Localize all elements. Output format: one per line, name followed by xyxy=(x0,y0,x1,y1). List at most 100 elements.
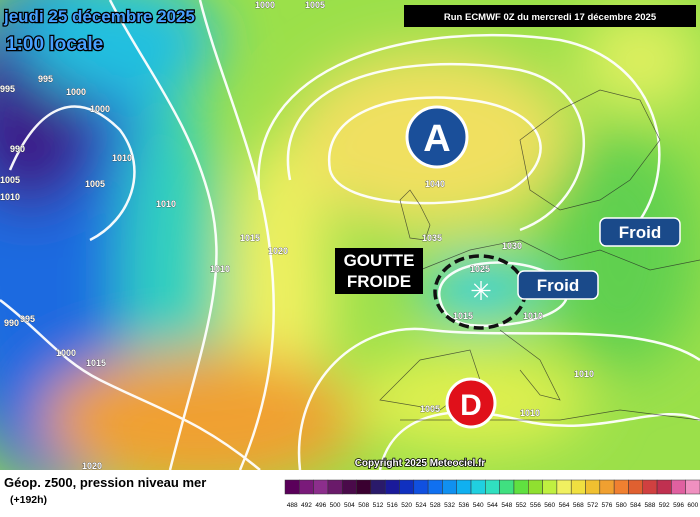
legend-swatch xyxy=(413,479,429,495)
legend-value: 504 xyxy=(344,502,355,509)
cold-drop-line: FROIDE xyxy=(347,272,411,291)
legend-swatch xyxy=(585,479,601,495)
legend-value: 600 xyxy=(687,502,698,509)
legend-value: 560 xyxy=(544,502,555,509)
legend-swatch xyxy=(313,479,329,495)
isobar-label: 995 xyxy=(38,74,53,84)
legend-value: 532 xyxy=(444,502,455,509)
legend-swatch xyxy=(671,479,686,495)
legend-value: 536 xyxy=(458,502,469,509)
isobar-label: 1040 xyxy=(425,179,445,189)
legend-swatch xyxy=(528,479,543,495)
isobar-label: 1000 xyxy=(90,104,110,114)
isobar-label: 1000 xyxy=(66,87,86,97)
legend-swatch xyxy=(570,479,586,495)
legend-value: 596 xyxy=(673,502,684,509)
isobar-label: 1005 xyxy=(420,404,440,414)
low-label: D xyxy=(460,389,482,422)
legend-value: 544 xyxy=(487,502,498,509)
legend-value: 556 xyxy=(530,502,541,509)
map: ✳ xyxy=(0,0,700,470)
legend-subtitle: (+192h) xyxy=(10,494,47,506)
legend-value: 548 xyxy=(501,502,512,509)
legend-value: 520 xyxy=(401,502,412,509)
legend-swatch xyxy=(456,479,472,495)
isobar-label: 1005 xyxy=(85,179,105,189)
time: 1:00 locale xyxy=(6,34,103,55)
legend-value: 576 xyxy=(602,502,613,509)
isobar-label: 1010 xyxy=(523,311,543,321)
legend-swatch xyxy=(599,479,615,495)
cold-drop-line: GOUTTE xyxy=(344,251,415,270)
legend-swatch xyxy=(427,479,443,495)
legend-value: 512 xyxy=(373,502,384,509)
isobar-label: 1010 xyxy=(574,369,594,379)
isobar-label: 1015 xyxy=(86,358,106,368)
legend-swatch xyxy=(513,479,529,495)
legend-value: 508 xyxy=(358,502,369,509)
legend-value: 488 xyxy=(287,502,298,509)
isobar-label: 1020 xyxy=(268,246,288,256)
isobar-label: 1005 xyxy=(0,175,20,185)
isobar-label: 1015 xyxy=(453,311,473,321)
legend-swatch xyxy=(556,479,572,495)
legend-value: 528 xyxy=(430,502,441,509)
legend-swatch xyxy=(299,479,314,495)
legend-value: 568 xyxy=(573,502,584,509)
isobar-label: 1010 xyxy=(112,153,132,163)
legend-swatch xyxy=(284,479,300,495)
legend-value: 584 xyxy=(630,502,641,509)
cold-label-box xyxy=(599,217,681,247)
isobar-label: 1000 xyxy=(255,0,275,10)
legend-value: 592 xyxy=(659,502,670,509)
isobar-label: 1025 xyxy=(470,264,490,274)
isobar-label: 1005 xyxy=(305,0,325,10)
legend-swatch xyxy=(613,479,629,495)
legend-value: 572 xyxy=(587,502,598,509)
high-marker xyxy=(405,105,469,169)
date: jeudi 25 décembre 2025 xyxy=(3,7,195,26)
isobar-label: 1010 xyxy=(156,199,176,209)
isobar-label: 995 xyxy=(0,84,15,94)
isobar-label: 990 xyxy=(10,144,25,154)
isobar-label: 1010 xyxy=(0,192,20,202)
isobar-label: 1010 xyxy=(520,408,540,418)
legend-swatch xyxy=(370,479,386,495)
isobar-label: 1030 xyxy=(502,241,522,251)
isobar-label: 995 xyxy=(20,314,35,324)
isobar-label: 1015 xyxy=(240,233,260,243)
snowflake-icon: ✳ xyxy=(470,276,492,306)
cold-label-box xyxy=(517,270,599,300)
high-label: A xyxy=(423,118,450,160)
legend-swatch xyxy=(384,479,400,495)
legend-title: Géop. z500, pression niveau mer xyxy=(4,475,206,490)
isobar-label: 1020 xyxy=(82,461,102,471)
legend-swatch xyxy=(685,479,700,495)
legend-swatch xyxy=(642,479,658,495)
legend-swatch xyxy=(341,479,357,495)
legend-swatch xyxy=(628,479,644,495)
run-box xyxy=(404,5,696,27)
legend-value: 552 xyxy=(516,502,527,509)
legend-swatch xyxy=(470,479,486,495)
legend-value: 540 xyxy=(473,502,484,509)
low-marker xyxy=(445,377,497,429)
legend-value: 492 xyxy=(301,502,312,509)
cold-label: Froid xyxy=(619,223,662,242)
legend-swatch xyxy=(442,479,457,495)
run-info: Run ECMWF 0Z du mercredi 17 décembre 202… xyxy=(444,12,657,23)
legend-value: 580 xyxy=(616,502,627,509)
copyright: Copyright 2025 Meteociel.fr xyxy=(355,458,486,469)
legend-swatch xyxy=(656,479,672,495)
cold-drop-box xyxy=(335,248,423,294)
isobar-label: 990 xyxy=(4,318,19,328)
legend-value: 496 xyxy=(315,502,326,509)
legend-swatch xyxy=(356,479,372,495)
legend-swatch xyxy=(485,479,500,495)
isobar-label: 1000 xyxy=(56,348,76,358)
legend-value: 500 xyxy=(330,502,341,509)
legend-value: 588 xyxy=(644,502,655,509)
isobar-label: 1010 xyxy=(210,264,230,274)
legend-swatch xyxy=(399,479,415,495)
